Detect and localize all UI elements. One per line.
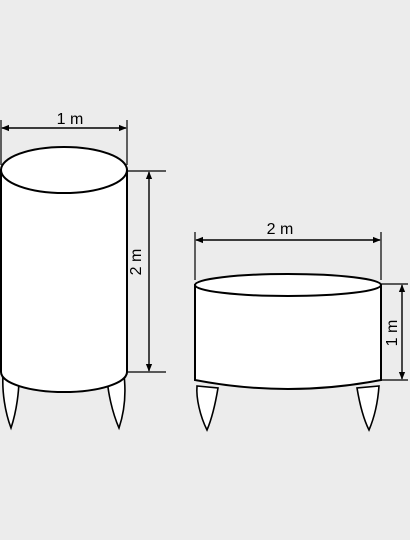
left-tank-height-label: 2 m bbox=[128, 249, 145, 276]
right-tank-width-label: 2 m bbox=[267, 221, 294, 238]
right-tank-height-dimension: 1 m bbox=[380, 283, 408, 381]
left-tank-top bbox=[0, 146, 128, 194]
left-tank bbox=[0, 146, 128, 431]
right-tank-top bbox=[194, 273, 382, 297]
right-tank-leg-right bbox=[356, 385, 380, 432]
right-tank-width-dimension: 2 m bbox=[194, 221, 382, 280]
right-tank bbox=[194, 273, 382, 432]
left-tank-height-dimension: 2 m bbox=[126, 170, 166, 373]
left-tank-body bbox=[0, 169, 128, 393]
right-tank-body bbox=[194, 284, 382, 390]
left-tank-leg-right bbox=[106, 374, 126, 431]
right-tank-leg-left bbox=[196, 385, 219, 432]
left-tank-width-label: 1 m bbox=[57, 111, 84, 128]
right-tank-height-label: 1 m bbox=[384, 320, 401, 347]
left-tank-width-dimension: 1 m bbox=[0, 111, 128, 165]
